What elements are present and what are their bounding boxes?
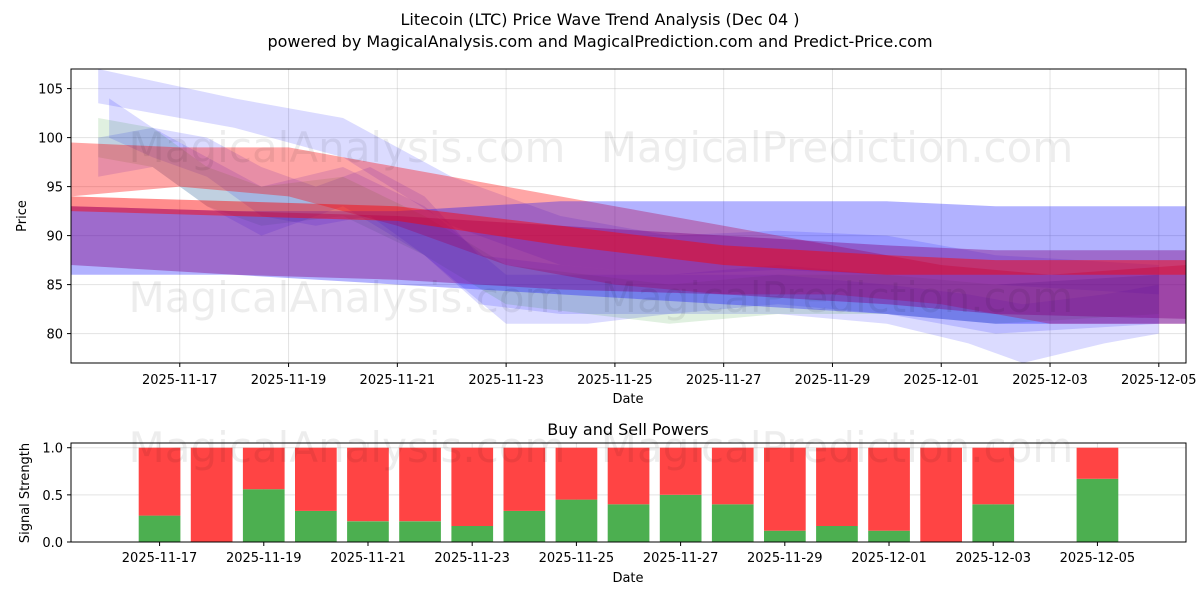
price-chart: MagicalAnalysis.com MagicalPrediction.co… [15, 68, 1197, 407]
signal-watermarks: MagicalAnalysis.com MagicalPrediction.co… [129, 423, 1074, 472]
price-x-tick-label: 2025-11-19 [251, 373, 327, 388]
signal-bars [138, 447, 1119, 542]
price-y-tick-label: 95 [46, 181, 63, 196]
watermark-text: MagicalAnalysis.com [129, 123, 566, 172]
signal-x-tick-label: 2025-11-21 [330, 551, 406, 566]
watermark-text: MagicalAnalysis.com [129, 423, 566, 472]
buy-bar [451, 526, 494, 542]
sell-bar [242, 447, 285, 490]
sell-bar [1076, 447, 1119, 479]
price-y-ticks: 80 85 90 95 100 105 [38, 83, 71, 343]
buy-bar [764, 530, 806, 542]
signal-axes-frame [70, 442, 1187, 543]
price-x-tick-label: 2025-11-21 [360, 373, 436, 388]
sell-bar [764, 447, 806, 531]
signal-x-tick-label: 2025-11-25 [539, 551, 615, 566]
signal-y-tick-label: 0.5 [42, 489, 63, 504]
price-band-blue-wave-high [98, 69, 1159, 295]
buy-bar [868, 530, 910, 542]
price-x-ticks: 2025-11-17 2025-11-19 2025-11-21 2025-11-23… [142, 363, 1197, 388]
price-y-tick-label: 85 [46, 279, 63, 294]
price-x-label: Date [612, 392, 643, 407]
signal-x-tick-label: 2025-12-05 [1060, 551, 1136, 566]
sell-bar [920, 447, 962, 542]
signal-x-tick-label: 2025-11-17 [122, 551, 198, 566]
signal-x-tick-label: 2025-11-23 [434, 551, 510, 566]
signal-x-label: Date [612, 571, 643, 586]
price-watermarks: MagicalAnalysis.com MagicalPrediction.co… [129, 123, 1074, 322]
price-band-blue-wave-2 [98, 127, 1159, 334]
price-grid [71, 69, 1186, 363]
price-y-tick-label: 90 [46, 230, 63, 245]
buy-bar [242, 489, 285, 542]
price-band-blue-wave-1 [109, 98, 1159, 364]
price-band-purple-band [71, 206, 1186, 319]
buy-bar [659, 494, 702, 542]
signal-y-tick-label: 0.0 [42, 536, 63, 551]
buy-bar [555, 499, 598, 542]
signal-y-tick-label: 1.0 [42, 442, 63, 457]
buy-bar [138, 515, 181, 542]
signal-x-tick-label: 2025-11-29 [747, 551, 823, 566]
price-x-tick-label: 2025-11-25 [577, 373, 653, 388]
price-x-tick-label: 2025-11-27 [686, 373, 762, 388]
price-band-blue-envelope [71, 201, 1186, 324]
signal-y-label: Signal Strength [18, 443, 33, 543]
signal-x-tick-label: 2025-12-01 [851, 551, 927, 566]
sell-bar [138, 447, 181, 516]
sell-bar [659, 447, 702, 495]
sell-bar [295, 447, 337, 511]
sell-bar [503, 447, 546, 511]
sell-bar [816, 447, 858, 526]
signal-x-tick-label: 2025-11-19 [226, 551, 302, 566]
price-x-tick-label: 2025-12-05 [1121, 373, 1197, 388]
price-axes-frame [70, 68, 1187, 364]
price-bands [71, 69, 1186, 364]
price-band-red-trend [71, 196, 1186, 275]
watermark-text: MagicalPrediction.com [601, 423, 1074, 472]
signal-chart-title: Buy and Sell Powers [547, 420, 709, 439]
signal-x-ticks: 2025-11-17 2025-11-19 2025-11-21 2025-11-23… [122, 542, 1135, 566]
sell-bar [607, 447, 650, 505]
price-y-tick-label: 80 [46, 328, 63, 343]
sell-bar [347, 447, 389, 522]
buy-bar [972, 504, 1015, 542]
buy-bar [711, 504, 754, 542]
price-x-tick-label: 2025-12-01 [903, 373, 979, 388]
chart-subtitle: powered by MagicalAnalysis.com and Magic… [267, 32, 933, 51]
price-band-red-wave [71, 142, 1186, 324]
buy-bar [816, 526, 858, 542]
sell-bar [190, 447, 233, 542]
sell-bar [868, 447, 910, 531]
buy-bar [295, 510, 337, 542]
buy-bar [347, 521, 389, 542]
price-x-tick-label: 2025-12-03 [1012, 373, 1088, 388]
price-y-tick-label: 105 [38, 83, 63, 98]
buy-bar [503, 510, 546, 542]
watermark-text: MagicalPrediction.com [601, 123, 1074, 172]
signal-y-ticks: 0.0 0.5 1.0 [42, 442, 71, 551]
sell-bar [711, 447, 754, 505]
signal-x-tick-label: 2025-12-03 [955, 551, 1031, 566]
price-x-tick-label: 2025-11-17 [142, 373, 218, 388]
sell-bar [451, 447, 494, 526]
watermark-text: MagicalPrediction.com [601, 273, 1074, 322]
price-x-tick-label: 2025-11-29 [795, 373, 871, 388]
chart-title: Litecoin (LTC) Price Wave Trend Analysis… [400, 10, 800, 29]
price-y-label: Price [15, 200, 30, 232]
price-y-tick-label: 100 [38, 132, 63, 147]
price-band-green-wave [98, 118, 1159, 324]
sell-bar [555, 447, 598, 500]
signal-x-tick-label: 2025-11-27 [643, 551, 719, 566]
sell-bar [972, 447, 1015, 505]
buy-bar [607, 504, 650, 542]
buy-bar [1076, 478, 1119, 542]
signal-chart: Buy and Sell Powers MagicalAnalysis.com … [18, 420, 1187, 586]
watermark-text: MagicalAnalysis.com [129, 273, 566, 322]
sell-bar [399, 447, 441, 522]
price-x-tick-label: 2025-11-23 [468, 373, 544, 388]
buy-bar [399, 521, 441, 542]
